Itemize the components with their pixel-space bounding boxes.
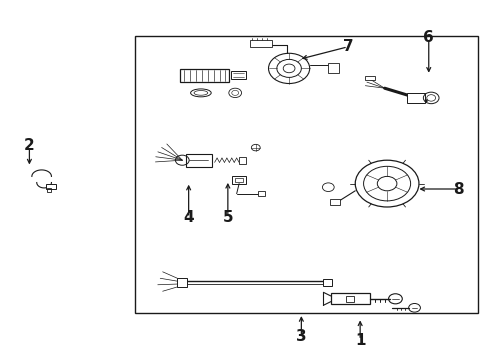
Text: 2: 2	[24, 138, 35, 153]
Bar	[232, 176, 246, 184]
Bar	[323, 279, 332, 286]
Bar	[331, 293, 370, 304]
Text: 4: 4	[183, 210, 194, 225]
Bar	[239, 157, 246, 164]
Text: 8: 8	[453, 181, 464, 197]
Bar	[250, 40, 272, 47]
Bar	[407, 93, 425, 103]
Bar	[186, 154, 212, 167]
Text: 7: 7	[343, 39, 353, 54]
Text: 3: 3	[296, 329, 307, 344]
Text: 1: 1	[355, 333, 366, 348]
Bar	[258, 191, 265, 196]
Bar	[47, 188, 51, 192]
Bar	[180, 69, 229, 82]
Bar	[330, 199, 340, 205]
Bar	[365, 76, 375, 80]
Bar	[231, 71, 246, 79]
Text: 6: 6	[423, 30, 434, 45]
Bar	[328, 63, 339, 73]
Bar	[46, 184, 56, 189]
Text: 5: 5	[222, 210, 233, 225]
Bar	[346, 296, 354, 302]
Bar	[177, 278, 187, 287]
Bar	[235, 178, 243, 182]
Bar	[135, 36, 478, 313]
